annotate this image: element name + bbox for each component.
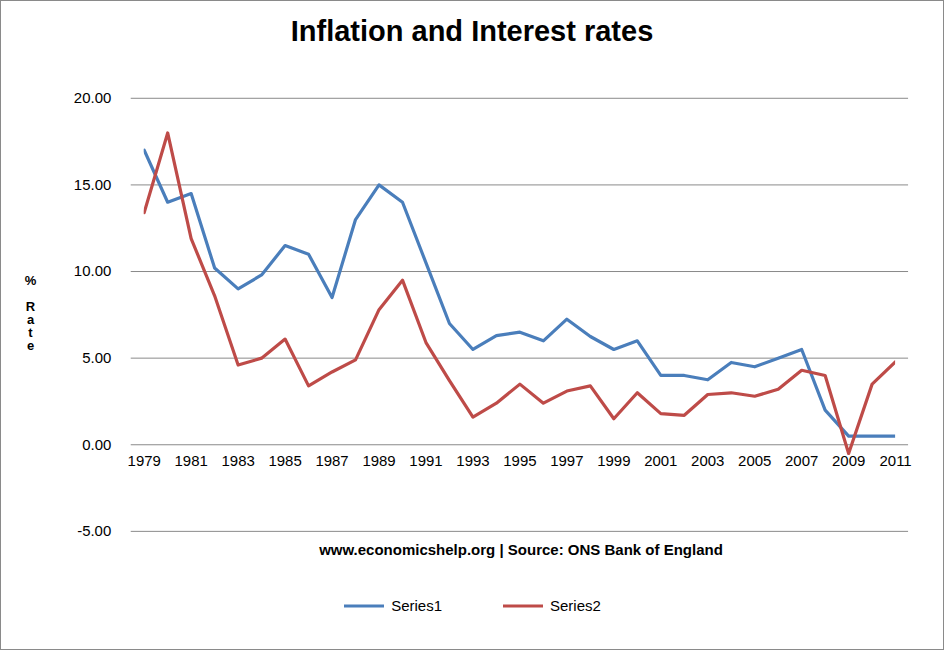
svg-text:20.00: 20.00: [74, 89, 111, 106]
svg-text:2003: 2003: [691, 452, 724, 469]
svg-text:1991: 1991: [409, 452, 442, 469]
svg-text:1999: 1999: [597, 452, 630, 469]
svg-text:2007: 2007: [785, 452, 818, 469]
html-text:Series2: Series2: [550, 597, 601, 614]
svg-text:15.00: 15.00: [74, 176, 111, 193]
svg-text:1979: 1979: [128, 452, 161, 469]
svg-text:1995: 1995: [503, 452, 536, 469]
svg-text:2009: 2009: [832, 451, 866, 469]
svg-text:1989: 1989: [362, 452, 395, 469]
svg-text:1983: 1983: [221, 452, 254, 469]
svg-text:2011: 2011: [880, 452, 912, 469]
svg-text:1981: 1981: [175, 452, 208, 469]
svg-text:1997: 1997: [550, 452, 583, 469]
html-text:Series1: Series1: [391, 597, 442, 614]
svg-text:5.00: 5.00: [82, 349, 111, 366]
svg-text:2001: 2001: [644, 452, 677, 469]
svg-text:2005: 2005: [738, 452, 771, 469]
svg-text:0.00: 0.00: [82, 436, 111, 453]
svg-text:1993: 1993: [456, 452, 489, 469]
svg-text:1987: 1987: [315, 452, 348, 469]
html-text:www.economicshelp.org | Source: www.economicshelp.org | Source: ONS Bank…: [319, 541, 723, 558]
svg-text:10.00: 10.00: [74, 262, 111, 279]
svg-text:-5.00: -5.00: [77, 522, 111, 539]
html-text:% Rate: % Rate: [23, 273, 38, 351]
html-text:Inflation and Interest rates: Inflation and Interest rates: [290, 15, 654, 47]
svg-text:1985: 1985: [268, 452, 301, 469]
